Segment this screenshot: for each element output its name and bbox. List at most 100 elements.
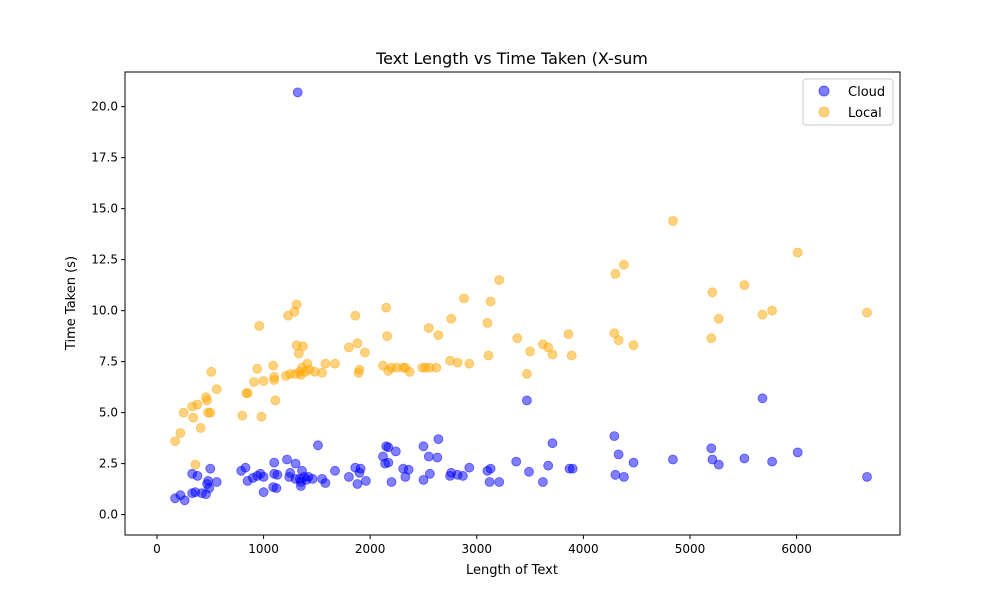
point-cloud-75 — [494, 477, 505, 487]
x-tick-label: 5000 — [675, 542, 706, 556]
legend-marker-cloud — [818, 85, 830, 97]
legend-label-cloud: Cloud — [848, 85, 885, 100]
y-tick-label: 5.0 — [99, 406, 118, 420]
point-cloud-83 — [567, 463, 578, 474]
point-cloud-13 — [211, 477, 222, 487]
point-local-31 — [291, 299, 302, 310]
point-cloud-80 — [543, 460, 554, 471]
point-local-81 — [563, 329, 574, 340]
point-cloud-21 — [258, 471, 269, 482]
point-local-33 — [293, 348, 304, 359]
plot-frame — [124, 71, 901, 536]
point-local-62 — [423, 323, 434, 333]
point-cloud-79 — [538, 477, 548, 487]
point-local-9 — [202, 395, 213, 406]
point-local-68 — [452, 357, 463, 368]
point-cloud-31 — [290, 458, 301, 469]
x-axis-label: Length of Text — [466, 563, 558, 578]
point-local-84 — [610, 268, 621, 279]
y-tick-label: 2.5 — [99, 457, 118, 471]
point-local-4 — [188, 412, 199, 423]
point-cloud-66 — [433, 434, 444, 445]
point-cloud-89 — [668, 454, 678, 465]
point-local-53 — [382, 331, 393, 342]
x-tick-label: 4000 — [568, 542, 599, 556]
point-cloud-29 — [285, 467, 296, 478]
y-axis-label: Time Taken (s) — [64, 256, 79, 351]
point-local-12 — [206, 366, 217, 377]
legend: Cloud Local — [802, 78, 894, 126]
point-cloud-12 — [205, 463, 216, 474]
point-cloud-96 — [792, 447, 803, 458]
x-tick-label: 0 — [153, 542, 161, 556]
point-cloud-55 — [383, 442, 394, 453]
y-tick-label: 17.5 — [91, 151, 118, 165]
point-cloud-60 — [403, 464, 414, 475]
point-local-14 — [237, 410, 248, 421]
point-cloud-49 — [355, 463, 366, 474]
point-cloud-40 — [307, 473, 318, 484]
point-cloud-85 — [610, 469, 621, 480]
legend-marker-local — [818, 106, 830, 118]
point-local-83 — [609, 328, 620, 339]
point-cloud-11 — [204, 483, 215, 494]
point-local-49 — [354, 364, 365, 375]
point-local-94 — [767, 305, 777, 316]
point-cloud-93 — [739, 453, 750, 464]
point-cloud-65 — [432, 452, 443, 463]
point-local-74 — [494, 275, 505, 285]
point-cloud-43 — [320, 478, 331, 488]
point-local-89 — [706, 333, 717, 344]
point-cloud-90 — [706, 443, 717, 454]
x-tick-label: 3000 — [462, 542, 493, 556]
y-tick-label: 10.0 — [91, 304, 118, 318]
point-cloud-76 — [511, 456, 522, 467]
point-local-46 — [350, 310, 361, 321]
point-cloud-45 — [343, 471, 354, 482]
point-local-92 — [739, 280, 750, 291]
point-local-18 — [252, 363, 263, 374]
point-local-93 — [757, 309, 768, 320]
point-local-7 — [195, 422, 206, 433]
point-cloud-26 — [272, 469, 283, 480]
point-cloud-81 — [547, 438, 558, 449]
point-local-69 — [459, 293, 469, 304]
point-local-45 — [343, 342, 354, 353]
point-cloud-97 — [862, 471, 872, 482]
y-tick-label: 15.0 — [91, 202, 118, 216]
point-cloud-84 — [609, 431, 620, 442]
point-cloud-86 — [613, 449, 624, 460]
point-local-47 — [352, 338, 363, 349]
point-local-17 — [249, 377, 259, 387]
x-tick-label: 2000 — [355, 542, 386, 556]
point-local-73 — [485, 296, 496, 307]
point-cloud-73 — [484, 477, 495, 487]
point-local-50 — [359, 347, 370, 358]
point-local-80 — [547, 349, 558, 360]
point-local-79 — [543, 342, 554, 353]
point-local-42 — [317, 367, 328, 378]
point-cloud-50 — [360, 475, 371, 486]
point-cloud-2 — [179, 495, 190, 506]
legend-label-local: Local — [848, 106, 882, 121]
point-cloud-71 — [464, 462, 475, 473]
point-cloud-92 — [713, 459, 724, 470]
point-cloud-77 — [522, 395, 532, 406]
point-cloud-32 — [292, 87, 303, 98]
point-local-11 — [205, 407, 216, 418]
point-local-37 — [298, 341, 308, 352]
point-local-72 — [483, 350, 494, 361]
point-local-95 — [792, 247, 803, 258]
point-local-20 — [256, 411, 267, 422]
point-local-87 — [628, 340, 639, 351]
point-local-0 — [170, 436, 181, 447]
point-local-24 — [269, 371, 280, 382]
y-tick-label: 0.0 — [99, 508, 118, 522]
point-cloud-41 — [313, 440, 323, 451]
point-cloud-91 — [707, 454, 718, 465]
y-tick-label: 12.5 — [91, 253, 118, 267]
point-local-82 — [566, 350, 577, 361]
point-cloud-88 — [628, 457, 639, 468]
